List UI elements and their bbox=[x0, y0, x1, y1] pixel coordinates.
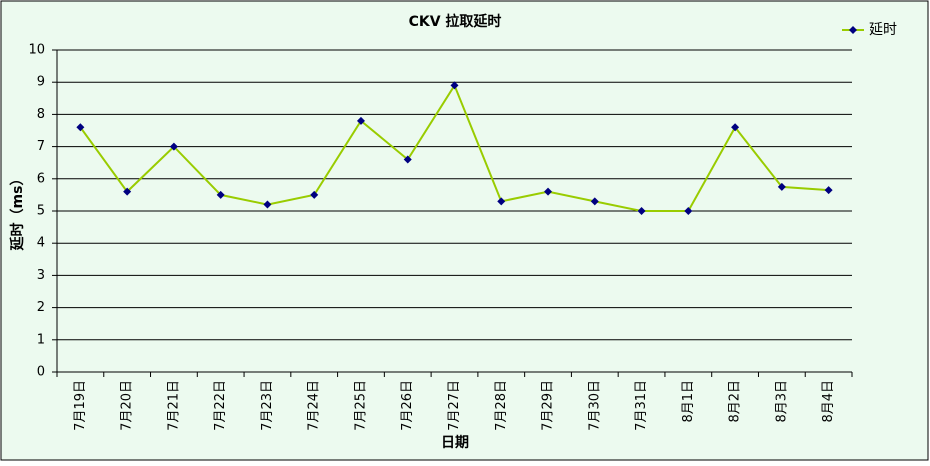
y-tick-label: 6 bbox=[37, 171, 45, 186]
x-tick-label: 7月20日 bbox=[120, 380, 135, 431]
x-tick-label: 8月2日 bbox=[728, 380, 743, 423]
legend-label: 延时 bbox=[869, 22, 897, 38]
marker bbox=[216, 190, 225, 199]
marker bbox=[777, 182, 786, 191]
marker bbox=[356, 116, 365, 125]
y-tick-label: 2 bbox=[37, 300, 45, 315]
marker bbox=[403, 155, 412, 164]
y-tick-label: 0 bbox=[37, 365, 45, 380]
marker bbox=[497, 197, 506, 206]
marker bbox=[824, 186, 833, 195]
marker bbox=[76, 123, 85, 132]
y-tick-label: 7 bbox=[37, 139, 45, 154]
x-tick-label: 8月1日 bbox=[681, 380, 696, 423]
y-tick-label: 9 bbox=[37, 75, 45, 90]
x-tick-label: 7月22日 bbox=[213, 380, 228, 431]
marker bbox=[637, 207, 646, 215]
y-tick-label: 10 bbox=[28, 43, 45, 58]
x-tick-label: 8月4日 bbox=[821, 380, 836, 423]
x-tick-label: 7月24日 bbox=[307, 380, 322, 431]
x-tick-label: 7月31日 bbox=[634, 380, 649, 431]
marker bbox=[310, 190, 319, 199]
x-axis-label: 日期 bbox=[441, 435, 469, 451]
y-tick-label: 1 bbox=[37, 332, 45, 347]
marker bbox=[169, 142, 178, 151]
x-tick-label: 7月28日 bbox=[494, 380, 509, 431]
marker bbox=[123, 187, 132, 196]
y-tick-label: 5 bbox=[37, 204, 45, 219]
y-tick-label: 8 bbox=[37, 107, 45, 122]
marker bbox=[731, 123, 740, 132]
marker bbox=[684, 207, 693, 215]
x-tick-label: 7月27日 bbox=[447, 380, 462, 431]
marker bbox=[263, 200, 272, 209]
marker bbox=[590, 197, 599, 206]
x-tick-label: 7月30日 bbox=[587, 380, 602, 431]
legend-marker bbox=[849, 26, 857, 34]
y-axis-label: 延时（ms） bbox=[9, 172, 26, 252]
x-tick-label: 8月3日 bbox=[774, 380, 789, 423]
x-tick-label: 7月23日 bbox=[260, 380, 275, 431]
x-tick-label: 7月29日 bbox=[541, 380, 556, 431]
chart-title: CKV 拉取延时 bbox=[409, 13, 502, 30]
x-tick-label: 7月25日 bbox=[353, 380, 368, 431]
x-tick-label: 7月19日 bbox=[73, 380, 88, 431]
marker bbox=[544, 187, 553, 196]
x-tick-label: 7月21日 bbox=[166, 380, 181, 431]
y-tick-label: 4 bbox=[37, 236, 45, 251]
marker bbox=[450, 81, 459, 90]
y-tick-label: 3 bbox=[37, 268, 45, 283]
x-tick-label: 7月26日 bbox=[400, 380, 415, 431]
